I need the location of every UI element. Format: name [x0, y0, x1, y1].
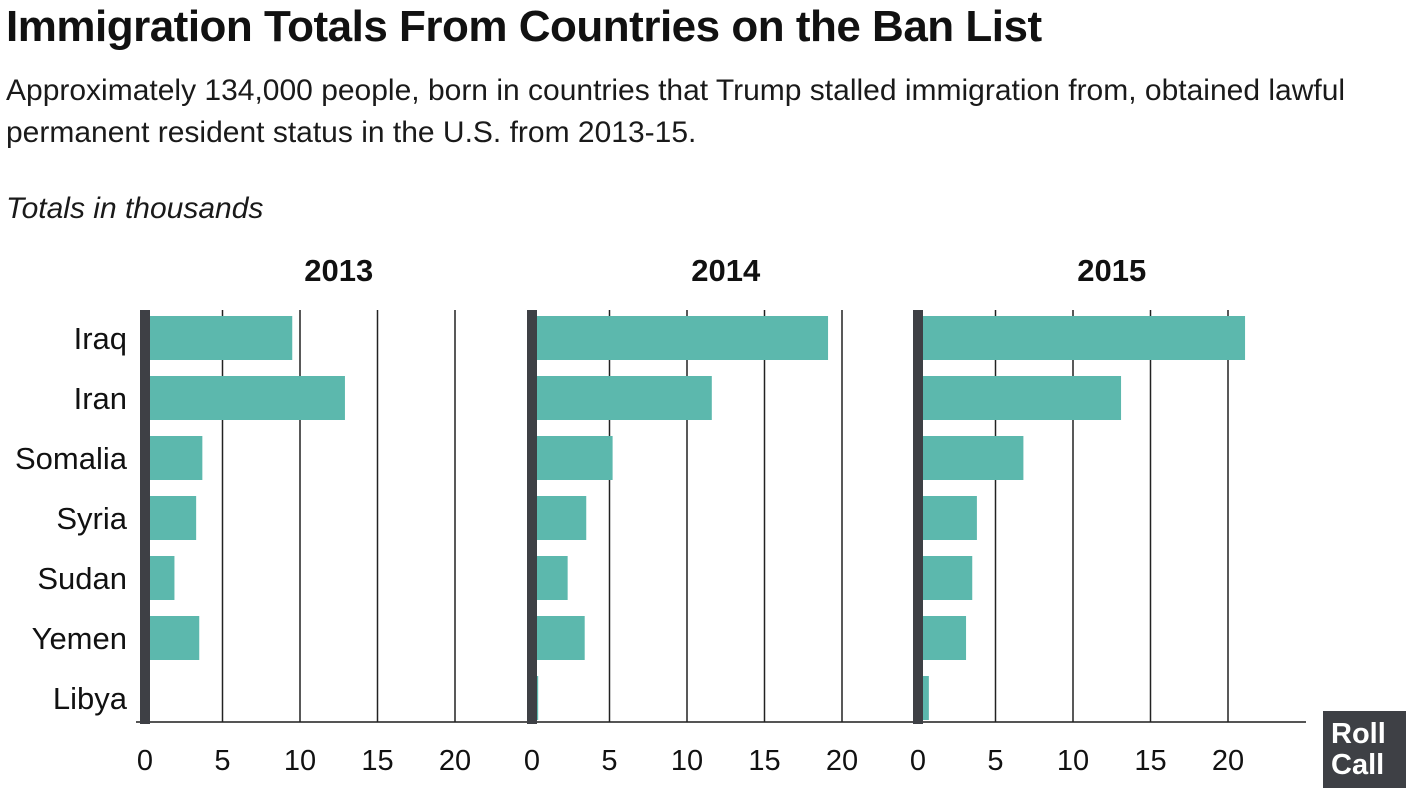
- tick-label-2015-5: 5: [987, 745, 1003, 777]
- logo-line-1: Roll: [1331, 717, 1386, 750]
- category-label-iraq: Iraq: [74, 321, 127, 356]
- category-label-yemen: Yemen: [32, 621, 127, 656]
- bar-2015-somalia: [918, 436, 1024, 480]
- panel-title-2015: 2015: [1077, 253, 1146, 288]
- tick-label-2015-15: 15: [1134, 745, 1166, 777]
- category-label-somalia: Somalia: [15, 441, 128, 476]
- tick-label-2014-0: 0: [524, 745, 540, 777]
- tick-label-2014-5: 5: [601, 745, 617, 777]
- bar-2014-syria: [532, 496, 587, 540]
- bar-2014-yemen: [532, 616, 585, 660]
- bar-2013-yemen: [145, 616, 200, 660]
- panel-title-2014: 2014: [691, 253, 761, 288]
- bar-2014-iran: [532, 376, 712, 420]
- chart-subtitle: Approximately 134,000 people, born in co…: [6, 74, 1346, 149]
- bar-2015-yemen: [918, 616, 967, 660]
- tick-label-2013-15: 15: [361, 745, 393, 777]
- zero-axis-2015: [913, 310, 923, 724]
- tick-label-2015-20: 20: [1212, 745, 1244, 777]
- zero-axis-2014: [527, 310, 537, 724]
- bar-2015-iran: [918, 376, 1122, 420]
- category-label-syria: Syria: [56, 501, 127, 536]
- chart-title: Immigration Totals From Countries on the…: [6, 2, 1042, 51]
- panel-title-2013: 2013: [304, 253, 373, 288]
- units-label: Totals in thousands: [6, 192, 264, 225]
- tick-label-2014-15: 15: [748, 745, 780, 777]
- bar-2015-iraq: [918, 316, 1246, 360]
- roll-call-logo: Roll Call: [1323, 711, 1406, 788]
- bar-2014-sudan: [532, 556, 568, 600]
- bar-2015-libya: [918, 676, 929, 720]
- bar-2014-iraq: [532, 316, 829, 360]
- bar-2014-somalia: [532, 436, 613, 480]
- tick-label-2013-0: 0: [137, 745, 153, 777]
- category-label-sudan: Sudan: [37, 561, 127, 596]
- bar-2013-syria: [145, 496, 197, 540]
- bar-2013-somalia: [145, 436, 203, 480]
- tick-label-2013-5: 5: [214, 745, 230, 777]
- tick-label-2014-10: 10: [671, 745, 703, 777]
- tick-label-2013-20: 20: [439, 745, 471, 777]
- tick-label-2015-0: 0: [910, 745, 926, 777]
- tick-label-2013-10: 10: [284, 745, 316, 777]
- bar-2013-iraq: [145, 316, 293, 360]
- category-label-libya: Libya: [53, 681, 128, 716]
- zero-axis-2013: [140, 310, 150, 724]
- tick-label-2015-10: 10: [1057, 745, 1089, 777]
- category-label-iran: Iran: [74, 381, 127, 416]
- logo-line-2: Call: [1331, 748, 1385, 781]
- tick-label-2014-20: 20: [826, 745, 858, 777]
- bar-2013-iran: [145, 376, 345, 420]
- bar-2015-sudan: [918, 556, 973, 600]
- bar-2015-syria: [918, 496, 977, 540]
